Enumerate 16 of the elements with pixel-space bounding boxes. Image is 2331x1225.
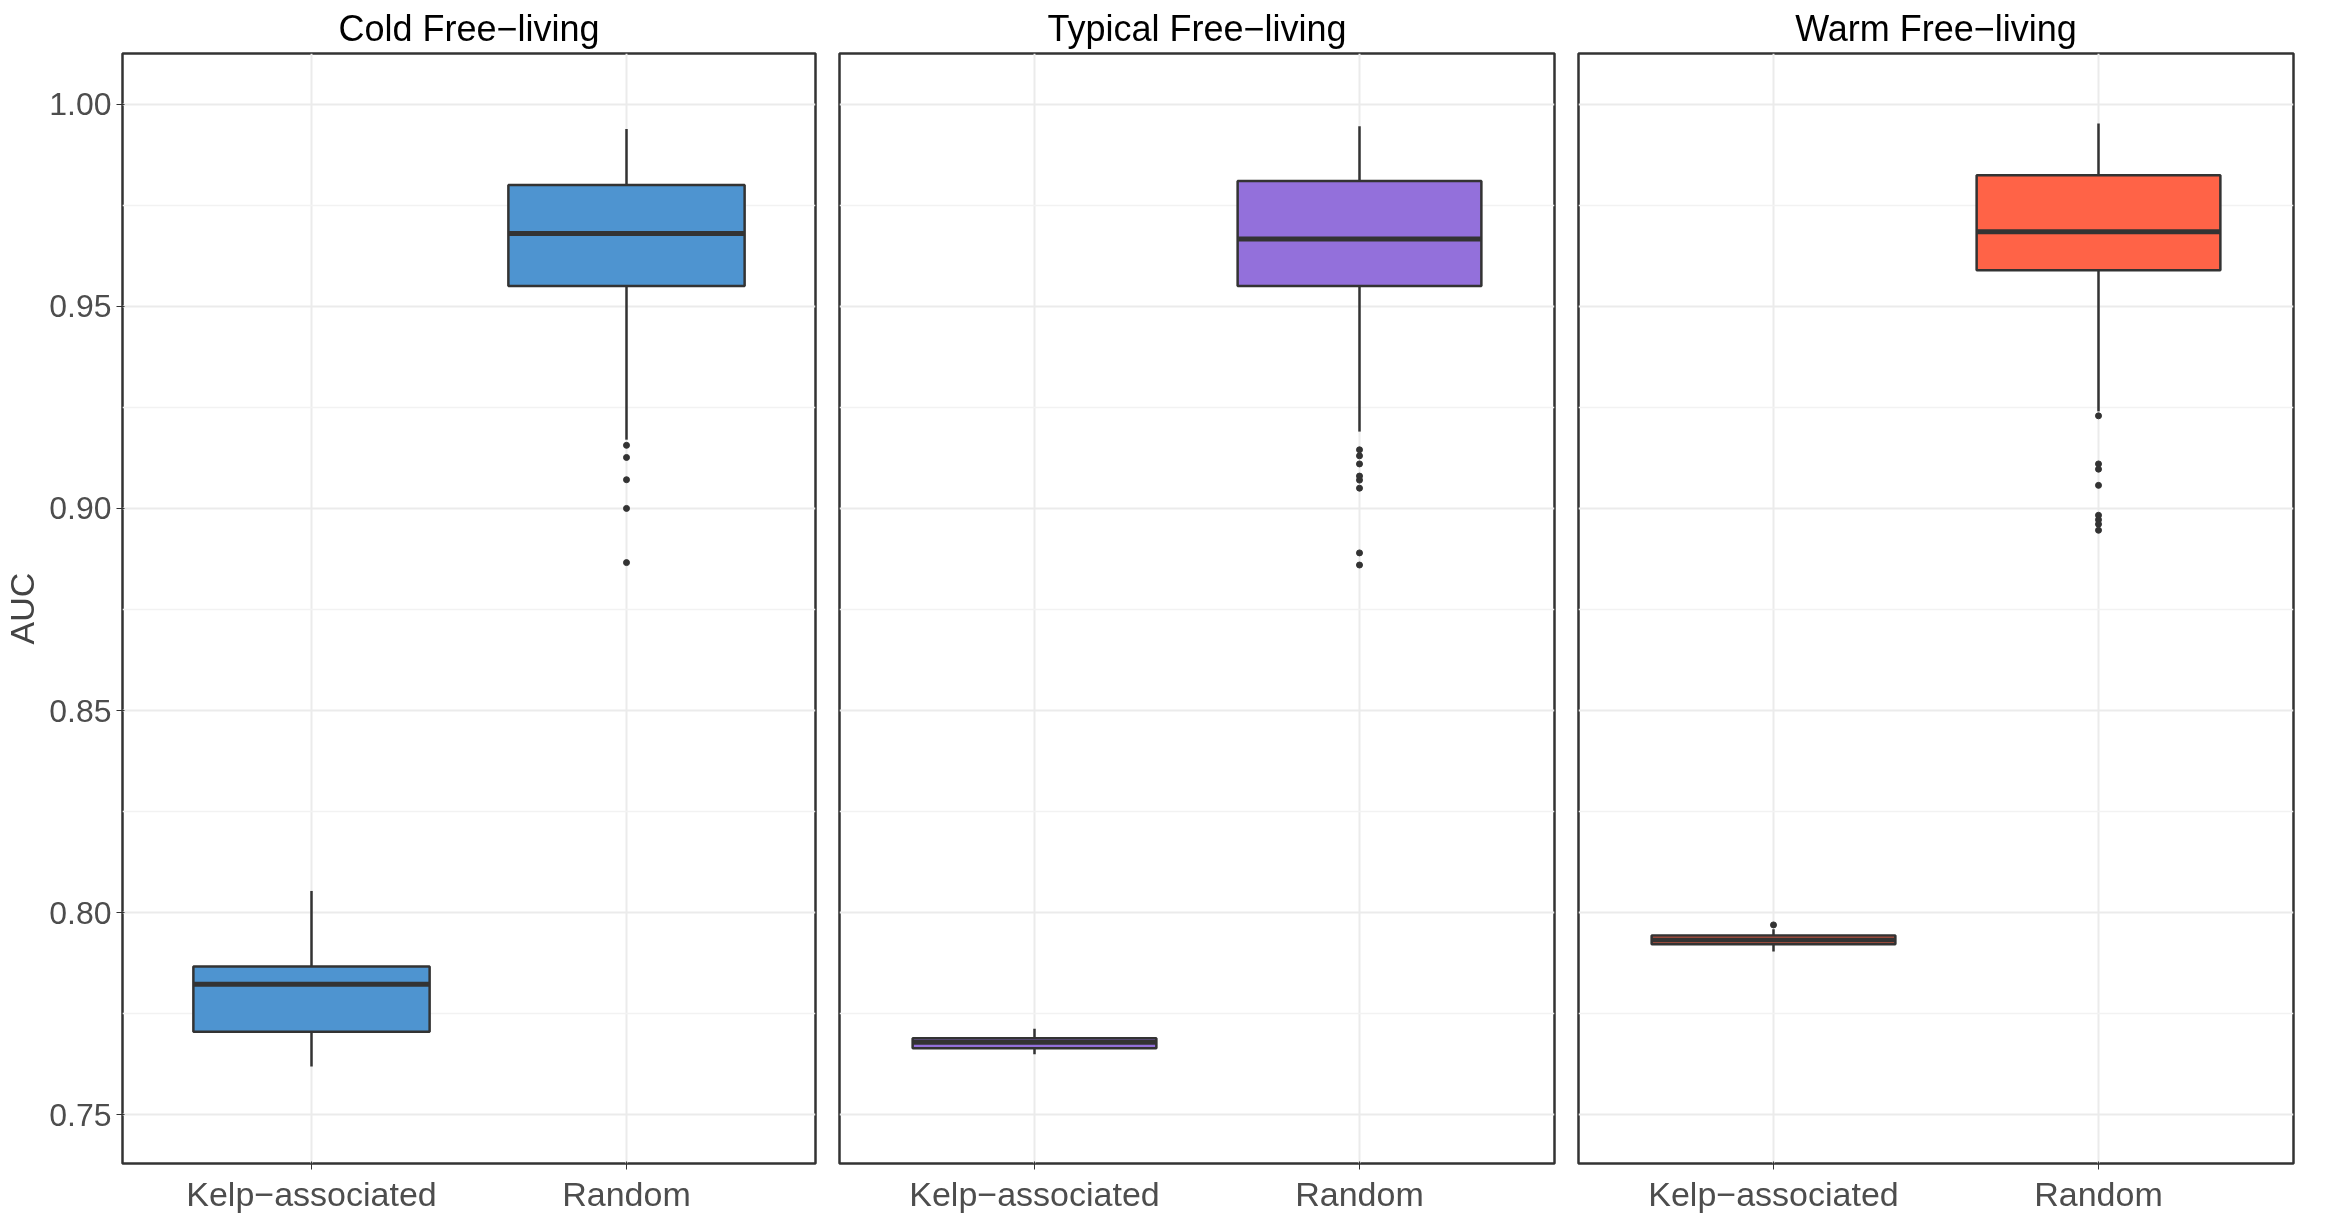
x-tick-label: Kelp−associated [909,1174,1160,1213]
chart-title: Warm Free−living [1795,7,2077,49]
x-tick-label: Kelp−associated [186,1174,437,1213]
chart-title: Typical Free−living [1047,7,1347,49]
x-tick-label: Random [562,1174,691,1213]
y-tick-label: 1.00 [49,86,112,123]
y-tick-label: 0.75 [49,1096,112,1133]
y-tick-label: 0.95 [49,288,112,325]
y-tick-label: 0.80 [49,894,112,931]
y-tick-label: 0.85 [49,692,112,729]
x-tick-label: Random [1295,1174,1424,1213]
y-axis-title: AUC [3,572,42,645]
x-tick-label: Kelp−associated [1648,1174,1899,1213]
y-tick-label: 0.90 [49,490,112,527]
chart-title: Cold Free−living [338,7,600,49]
x-tick-label: Random [2034,1174,2163,1213]
